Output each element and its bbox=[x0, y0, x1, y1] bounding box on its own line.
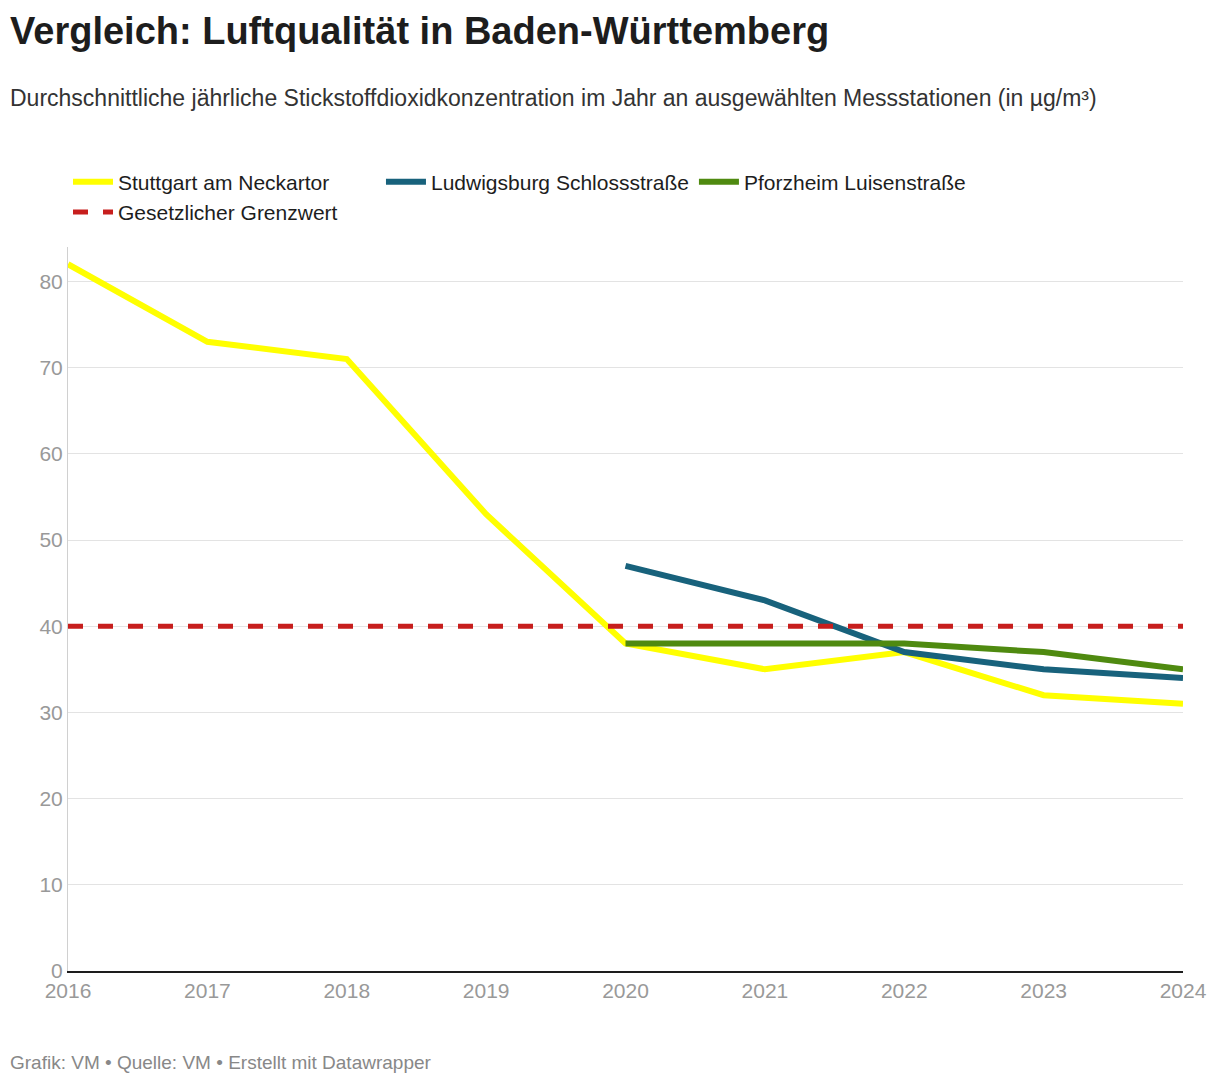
svg-text:20: 20 bbox=[39, 787, 62, 810]
svg-text:70: 70 bbox=[39, 356, 62, 379]
svg-text:2020: 2020 bbox=[602, 979, 649, 1002]
svg-text:0: 0 bbox=[51, 959, 63, 982]
svg-text:Gesetzlicher Grenzwert: Gesetzlicher Grenzwert bbox=[118, 201, 338, 224]
svg-text:2017: 2017 bbox=[184, 979, 231, 1002]
svg-text:40: 40 bbox=[39, 615, 62, 638]
svg-text:2023: 2023 bbox=[1020, 979, 1067, 1002]
svg-text:2019: 2019 bbox=[463, 979, 510, 1002]
svg-text:2024: 2024 bbox=[1160, 979, 1207, 1002]
svg-text:10: 10 bbox=[39, 873, 62, 896]
svg-text:2016: 2016 bbox=[45, 979, 92, 1002]
html-text:Vergleich: Luftqualität in Bad: Vergleich: Luftqualität in Baden-Württem… bbox=[10, 10, 830, 52]
svg-text:60: 60 bbox=[39, 442, 62, 465]
svg-text:50: 50 bbox=[39, 528, 62, 551]
svg-text:2021: 2021 bbox=[742, 979, 789, 1002]
svg-text:2018: 2018 bbox=[323, 979, 370, 1002]
svg-text:Stuttgart am Neckartor: Stuttgart am Neckartor bbox=[118, 171, 329, 194]
svg-text:Pforzheim Luisenstraße: Pforzheim Luisenstraße bbox=[744, 171, 966, 194]
svg-text:30: 30 bbox=[39, 701, 62, 724]
html-text:Durchschnittliche jährliche St: Durchschnittliche jährliche Stickstoffdi… bbox=[10, 85, 1097, 111]
svg-text:80: 80 bbox=[39, 270, 62, 293]
svg-text:2022: 2022 bbox=[881, 979, 928, 1002]
html-text:Grafik: VM • Quelle: VM • Erst: Grafik: VM • Quelle: VM • Erstellt mit D… bbox=[10, 1052, 431, 1073]
svg-text:Ludwigsburg Schlossstraße: Ludwigsburg Schlossstraße bbox=[431, 171, 689, 194]
